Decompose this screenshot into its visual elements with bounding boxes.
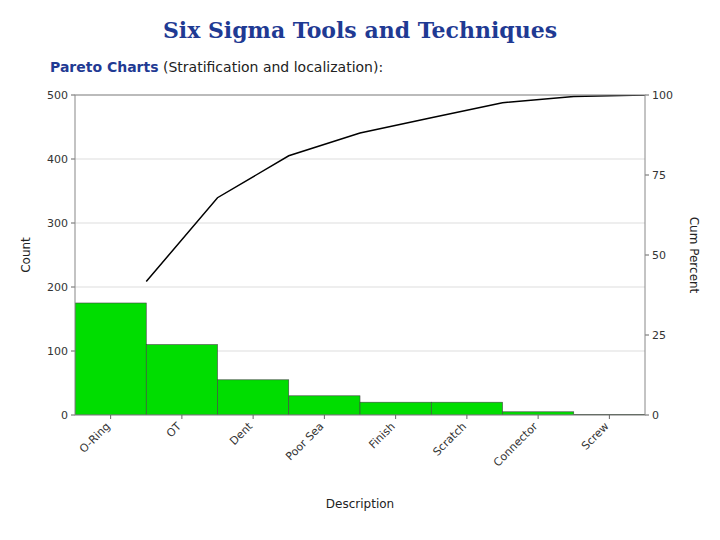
x-tick: [538, 415, 539, 419]
y2-tick-label: 25: [652, 329, 666, 342]
y-tick: [71, 351, 75, 352]
x-tick-label: OT: [164, 420, 184, 440]
x-tick-label: Finish: [366, 420, 397, 451]
x-tick: [110, 415, 111, 419]
x-tick: [466, 415, 467, 419]
subtitle-part: (Stratification and localization):: [159, 59, 384, 75]
y-axis-label: Count: [19, 237, 33, 273]
x-tick-label: Poor Sea: [283, 420, 326, 463]
y2-tick: [645, 175, 649, 176]
x-tick: [253, 415, 254, 419]
y-tick-label: 400: [47, 153, 68, 166]
y-tick-label: 200: [47, 281, 68, 294]
y2-tick: [645, 255, 649, 256]
x-tick: [324, 415, 325, 419]
bar: [360, 402, 431, 415]
x-axis-label: Description: [326, 497, 394, 511]
bar: [146, 345, 217, 415]
chart: Six Sigma Tools and TechniquesPareto Cha…: [0, 0, 720, 540]
y-tick: [71, 95, 75, 96]
y-tick: [71, 287, 75, 288]
subtitle-part: Pareto Charts: [50, 59, 159, 75]
bar: [289, 396, 360, 415]
grid-line: [75, 287, 645, 288]
y2-tick-label: 100: [652, 89, 673, 102]
y-tick: [71, 223, 75, 224]
x-tick: [395, 415, 396, 419]
x-tick-label: Screw: [579, 420, 612, 453]
title: Six Sigma Tools and Techniques: [163, 17, 557, 43]
x-tick-label: Scratch: [430, 420, 469, 459]
x-tick-label: Connector: [491, 420, 541, 470]
y2-tick-label: 0: [652, 409, 659, 422]
subtitle: Pareto Charts (Stratification and locali…: [50, 59, 383, 75]
x-tick: [609, 415, 610, 419]
y2-tick-label: 75: [652, 169, 666, 182]
cumulative-line: [146, 95, 645, 282]
bar: [431, 402, 502, 415]
y-tick: [71, 415, 75, 416]
y2-tick: [645, 95, 649, 96]
y2-tick-label: 50: [652, 249, 666, 262]
y-tick-label: 500: [47, 89, 68, 102]
plot-frame: [75, 95, 645, 415]
bar: [218, 380, 289, 415]
y-tick-label: 300: [47, 217, 68, 230]
plot-area: [75, 95, 645, 415]
marks: [75, 95, 645, 415]
y-tick-label: 100: [47, 345, 68, 358]
y2-tick: [645, 415, 649, 416]
x-tick-label: O-Ring: [77, 420, 113, 456]
bar: [75, 303, 146, 415]
y2-axis-label: Cum Percent: [687, 217, 701, 294]
y-tick-label: 0: [61, 409, 68, 422]
y-tick: [71, 159, 75, 160]
grid-line: [75, 223, 645, 224]
x-tick: [181, 415, 182, 419]
x-tick-label: Dent: [227, 419, 255, 447]
y2-tick: [645, 335, 649, 336]
grid-line: [75, 159, 645, 160]
